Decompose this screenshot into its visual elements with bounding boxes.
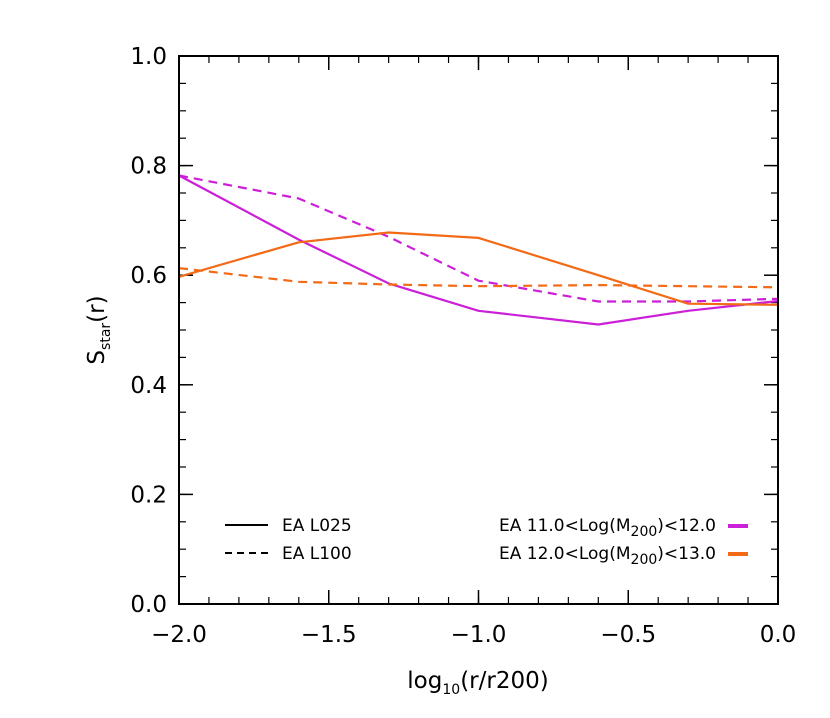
x-tick-label: −1.0 (451, 622, 507, 648)
legend-linestyle: EA L025 EA L100 (225, 516, 352, 564)
series-line-2 (178, 174, 779, 303)
legend-mass-high-label: EA 12.0<Log(M200)<13.0 (499, 544, 716, 568)
y-tick-label: 0.6 (130, 263, 167, 289)
legend-mass-low-label: EA 11.0<Log(M200)<12.0 (499, 516, 716, 540)
x-tick-label: −1.5 (301, 622, 357, 648)
y-tick-label: 0.0 (130, 592, 167, 618)
legend-dashed-label: EA L100 (282, 544, 352, 564)
x-tick-label: 0.0 (760, 622, 797, 648)
series-group (178, 174, 779, 326)
plot-frame (178, 55, 779, 605)
y-tick-label: 1.0 (130, 44, 167, 70)
series-line-3 (178, 231, 779, 306)
x-tick-label: −2.0 (151, 622, 207, 648)
y-axis-title: Sstar(r) (84, 295, 114, 364)
x-axis-title: log10(r/r200) (407, 668, 548, 698)
x-tick-label: −0.5 (600, 622, 656, 648)
legend-color: EA 11.0<Log(M200)<12.0 EA 12.0<Log(M200)… (499, 516, 748, 568)
y-tick-label: 0.2 (130, 482, 167, 508)
series-line-4 (178, 267, 779, 289)
series-line-1 (178, 174, 779, 326)
y-tick-label: 0.8 (130, 154, 167, 180)
legend-solid-label: EA L025 (282, 516, 352, 536)
y-tick-label: 0.4 (130, 373, 167, 399)
tick-labels: −2.0 −1.5 −1.0 −0.5 0.0 0.0 0.2 0.4 0.6 0.8 1.0 (130, 44, 796, 648)
